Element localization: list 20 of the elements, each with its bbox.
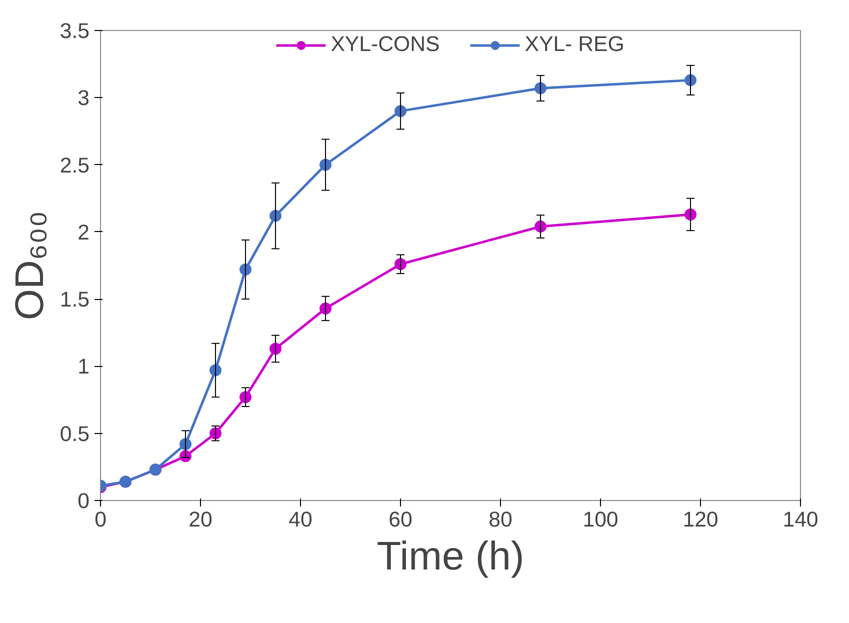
x-tick-label: 140 (782, 508, 818, 532)
y-tick-label: 1.5 (60, 288, 90, 312)
x-tick-label: 0 (94, 508, 107, 532)
y-tick-label: 1 (78, 354, 90, 379)
x-tick-label: 60 (388, 508, 412, 532)
x-tick-label: 100 (582, 508, 618, 532)
y-tick-label: 3.5 (60, 19, 90, 43)
x-tick-label: 120 (682, 508, 718, 532)
x-tick-label: 20 (188, 508, 212, 532)
x-tick-label: 80 (488, 508, 512, 532)
legend-label: XYL- REG (524, 32, 624, 57)
y-tick-label: 2.5 (60, 153, 90, 178)
y-axis-title: OD₆₀₀ (8, 210, 52, 320)
y-tick-label: 0 (78, 489, 90, 513)
x-axis-title: Time (h) (376, 534, 524, 578)
y-tick-label: 3 (78, 86, 90, 110)
y-tick-label: 2 (78, 220, 90, 244)
y-tick-label: 0.5 (60, 422, 90, 446)
x-tick-label: 40 (288, 508, 312, 532)
legend-label: XYL-CONS (330, 32, 440, 57)
